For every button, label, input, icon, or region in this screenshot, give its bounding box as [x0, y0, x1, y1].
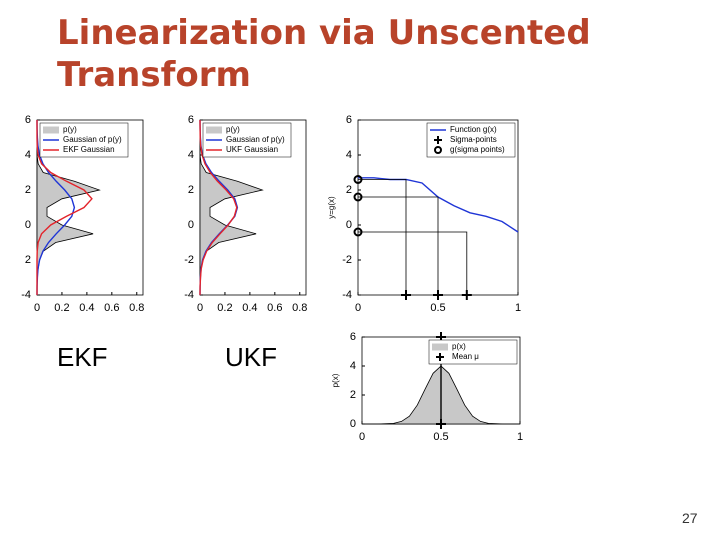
- y-tick-label: -4: [342, 289, 352, 301]
- x-tick-label: 0.8: [292, 302, 307, 314]
- y-tick-label: 2: [350, 389, 356, 401]
- legend-label: UKF Gaussian: [226, 145, 278, 154]
- y-tick-label: 6: [346, 114, 352, 126]
- y-tick-label: -4: [21, 289, 31, 301]
- legend-label: Gaussian of p(y): [63, 135, 122, 144]
- legend-label: p(y): [63, 125, 77, 134]
- guide-line: [358, 179, 407, 295]
- x-tick-label: 0.6: [104, 302, 119, 314]
- legend-label: Sigma-points: [450, 135, 497, 144]
- x-tick-label: 0.2: [217, 302, 232, 314]
- x-tick-label: 0: [355, 302, 361, 314]
- legend-swatch: [434, 146, 442, 154]
- y-tick-label: 0: [350, 418, 356, 430]
- line: [199, 119, 238, 296]
- y-tick-label: 2: [346, 184, 352, 196]
- x-tick-label: 0.4: [242, 302, 257, 314]
- y-tick-label: 6: [350, 331, 356, 343]
- slide-title: Linearization via Unscented Transform: [57, 13, 591, 95]
- legend-swatch: [436, 353, 444, 361]
- caption: UKF: [225, 342, 277, 372]
- x-tick-label: 0.8: [129, 302, 144, 314]
- legend-swatch: [206, 126, 222, 134]
- line: [36, 119, 76, 296]
- guide-line: [358, 196, 439, 295]
- legend-swatch: [432, 343, 448, 351]
- page-number: 27: [682, 510, 698, 526]
- x-tick-label: 0.5: [430, 302, 445, 314]
- legend-label: Mean μ: [452, 352, 479, 361]
- y-tick-label: 2: [25, 184, 31, 196]
- y-tick-label: 4: [188, 149, 194, 161]
- y-tick-label: 0: [25, 219, 31, 231]
- line: [36, 120, 93, 295]
- y-tick-label: -2: [342, 254, 352, 266]
- y-tick-label: 4: [25, 149, 31, 161]
- marker: [436, 419, 446, 429]
- y-tick-label: 6: [188, 114, 194, 126]
- y-tick-label: 2: [25, 254, 31, 266]
- y-axis-label: p(x): [331, 373, 340, 387]
- x-tick-label: 0.5: [433, 431, 448, 443]
- y-tick-label: 6: [25, 114, 31, 126]
- x-tick-label: 0.4: [79, 302, 94, 314]
- legend-label: EKF Gaussian: [63, 145, 115, 154]
- legend-label: g(sigma points): [450, 145, 505, 154]
- legend-label: p(x): [452, 342, 466, 351]
- guide-line: [358, 231, 468, 295]
- x-tick-label: 1: [517, 431, 523, 443]
- y-tick-label: -4: [184, 289, 194, 301]
- legend-swatch: [43, 126, 59, 134]
- x-tick-label: 0.6: [267, 302, 282, 314]
- y-tick-label: 4: [350, 360, 356, 372]
- y-axis-label: y=g(x): [327, 196, 336, 219]
- y-tick-label: 2: [188, 184, 194, 196]
- x-tick-label: 0.2: [54, 302, 69, 314]
- x-tick-label: 0: [359, 431, 365, 443]
- legend-swatch: [434, 136, 442, 144]
- y-tick-label: 0: [188, 219, 194, 231]
- y-tick-label: 4: [346, 149, 352, 161]
- legend-label: p(y): [226, 125, 240, 134]
- caption: EKF: [57, 342, 108, 372]
- x-tick-label: 0: [197, 302, 203, 314]
- legend-label: Gaussian of p(y): [226, 135, 285, 144]
- y-tick-label: -2: [184, 254, 194, 266]
- y-tick-label: 0: [346, 219, 352, 231]
- x-tick-label: 1: [515, 302, 521, 314]
- x-tick-label: 0: [34, 302, 40, 314]
- legend-label: Function g(x): [450, 125, 497, 134]
